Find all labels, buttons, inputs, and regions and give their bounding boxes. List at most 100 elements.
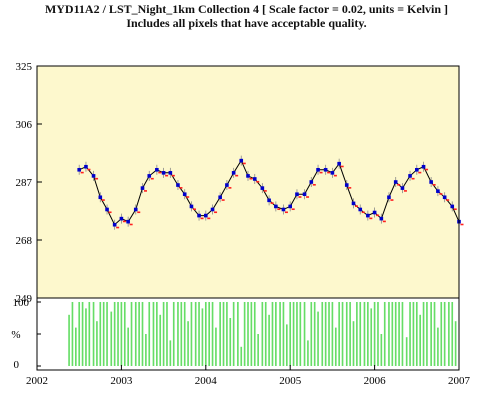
alt-data-point <box>101 199 105 201</box>
alt-data-point <box>425 168 429 171</box>
data-point <box>140 186 145 190</box>
data-point <box>260 186 265 190</box>
alt-data-point <box>418 171 422 174</box>
quality-bar <box>123 302 126 366</box>
data-point <box>344 183 349 187</box>
quality-bar <box>148 302 151 366</box>
quality-bar <box>448 302 450 366</box>
chart-title: MYD11A2 / LST_Night_1km Collection 4 [ S… <box>44 2 449 16</box>
quality-bar <box>303 302 306 366</box>
quality-bar <box>313 302 316 366</box>
alt-data-point <box>376 214 380 217</box>
data-point <box>379 216 384 221</box>
y-tick-label: 249 <box>16 293 33 305</box>
quality-bar <box>117 302 119 366</box>
x-tick-label: 2005 <box>279 375 302 387</box>
quality-bar <box>275 302 277 366</box>
quality-bar <box>367 302 369 366</box>
quality-bar <box>285 324 288 366</box>
quality-bar <box>363 302 366 366</box>
alt-data-point <box>306 196 310 198</box>
quality-bar <box>204 302 207 366</box>
quality-bar <box>222 302 225 366</box>
data-point <box>442 195 447 200</box>
data-point <box>84 164 88 169</box>
data-point <box>302 192 307 197</box>
data-point <box>105 207 109 212</box>
quality-bar <box>96 321 98 366</box>
x-tick-label: 2007 <box>448 375 471 387</box>
data-point <box>323 167 328 172</box>
quality-bar <box>334 327 337 366</box>
data-point <box>337 161 341 166</box>
quality-bar <box>250 302 253 366</box>
plot-frame <box>36 65 460 371</box>
quality-bar <box>134 302 137 366</box>
alt-data-point <box>453 208 457 211</box>
quality-bar <box>232 302 235 366</box>
alt-data-point <box>249 177 253 180</box>
alt-data-point <box>122 220 126 223</box>
quality-bar <box>440 302 443 366</box>
alt-data-point <box>348 187 352 189</box>
quality-bar <box>183 302 186 366</box>
quality-bar <box>78 302 81 366</box>
alt-data-point <box>411 177 415 180</box>
alt-data-point <box>150 177 154 180</box>
alt-data-point <box>355 205 358 207</box>
data-point <box>252 177 257 181</box>
alt-data-point <box>87 168 91 171</box>
quality-bar <box>145 334 147 366</box>
quality-bar <box>349 302 351 366</box>
quality-bar <box>88 302 91 366</box>
quality-bar <box>247 302 249 366</box>
alt-data-point <box>256 180 260 183</box>
alt-data-point <box>270 202 274 204</box>
quality-bar <box>443 302 446 366</box>
quality-bar <box>99 302 102 366</box>
data-point <box>393 180 398 184</box>
quality-bar <box>81 302 84 366</box>
alt-data-point <box>200 217 204 220</box>
chart-subtitle: Includes all pixels that have acceptable… <box>126 16 367 30</box>
quality-bar <box>261 302 264 366</box>
quality-bar <box>388 302 390 366</box>
y-tick-label: 325 <box>16 61 33 73</box>
quality-bar <box>370 308 373 366</box>
data-point <box>218 195 222 200</box>
quality-bar <box>299 302 302 366</box>
data-point <box>288 204 292 209</box>
data-point <box>316 167 320 172</box>
data-point <box>387 195 391 200</box>
quality-bar <box>226 302 228 366</box>
quality-bar <box>110 311 113 366</box>
quality-bar <box>341 302 344 366</box>
data-point <box>91 174 96 178</box>
quality-bar <box>106 302 108 366</box>
data-point <box>119 216 124 221</box>
alt-data-point <box>108 211 112 214</box>
quality-bar <box>433 302 436 366</box>
quality-bar <box>74 327 77 366</box>
quality-bar <box>331 302 334 366</box>
data-point <box>77 167 81 172</box>
quality-bar <box>451 302 454 366</box>
data-point <box>429 180 433 184</box>
data-point <box>98 195 103 200</box>
quality-bar <box>373 302 376 366</box>
quality-bar <box>187 321 189 366</box>
alt-data-point <box>333 174 337 177</box>
quality-bar <box>377 302 379 366</box>
data-point <box>210 207 215 212</box>
data-point <box>225 183 229 187</box>
alt-data-point <box>242 162 246 165</box>
data-point <box>204 213 208 218</box>
alt-data-point <box>277 208 281 211</box>
quality-bar <box>141 302 144 366</box>
quality-bar <box>271 302 274 366</box>
data-point <box>415 167 419 172</box>
quality-bar <box>437 327 439 366</box>
data-point <box>450 204 455 209</box>
alt-data-point <box>228 187 232 189</box>
